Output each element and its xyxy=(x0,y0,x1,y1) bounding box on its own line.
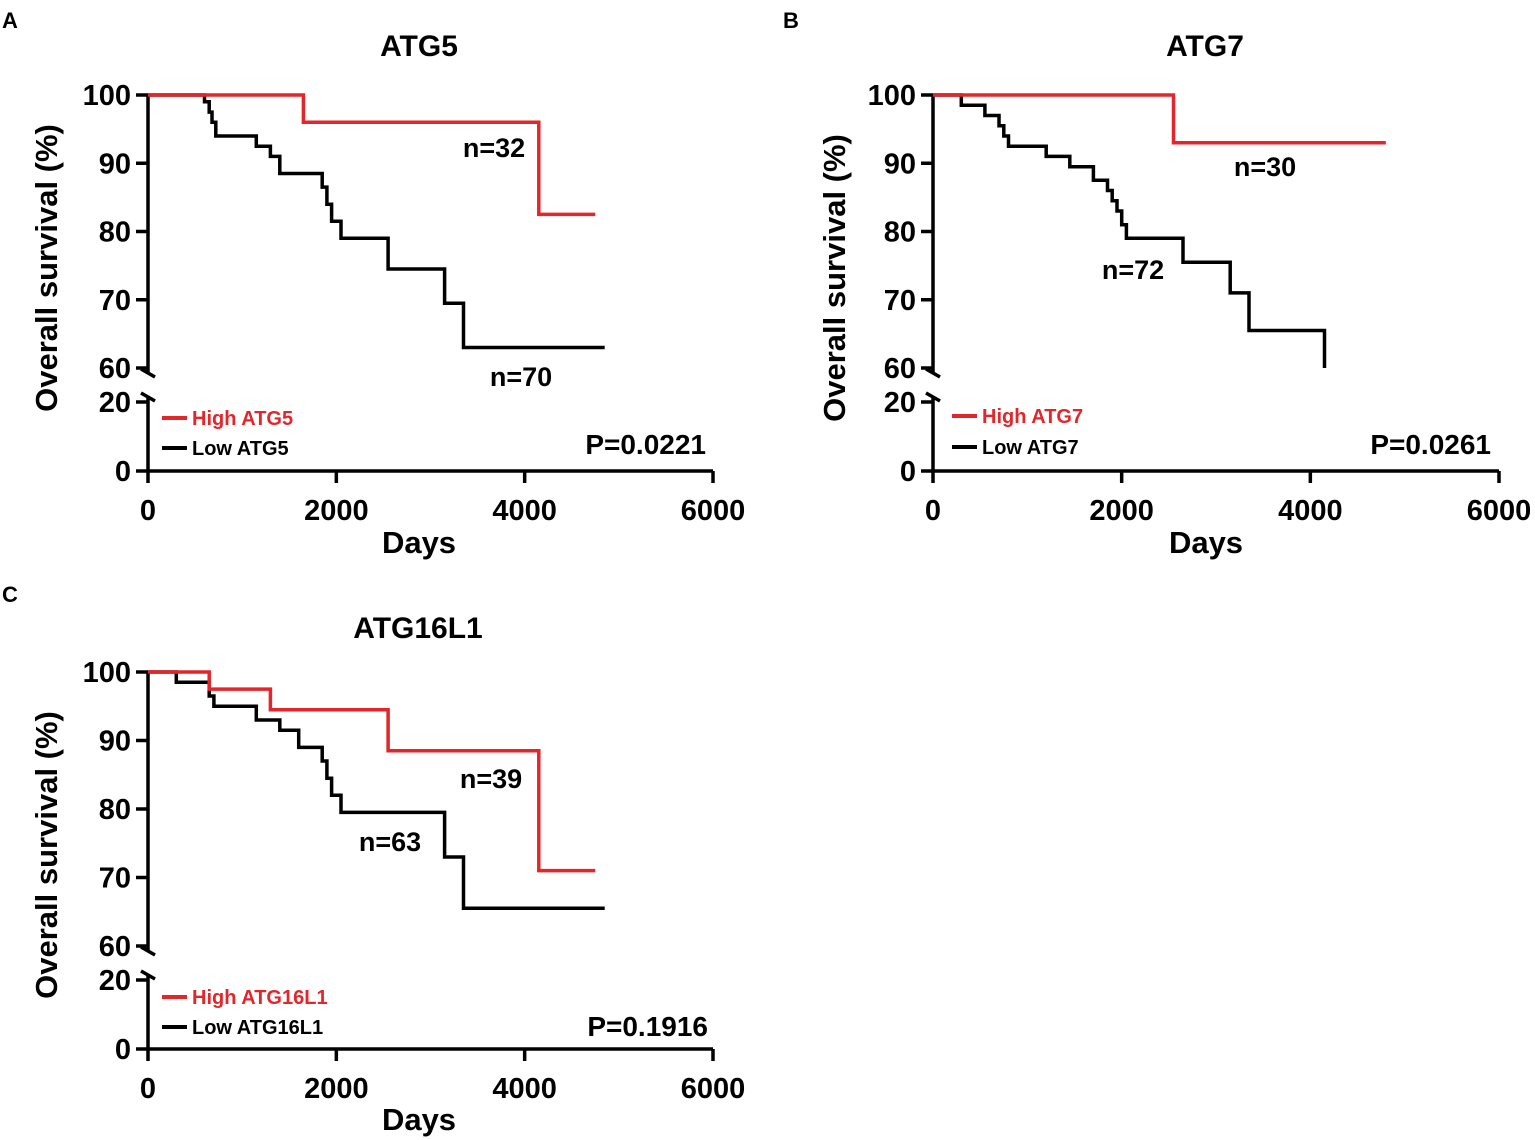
y-tick-label: 100 xyxy=(83,657,131,689)
y-tick-label: 90 xyxy=(884,148,916,180)
n-label-low: n=63 xyxy=(359,827,421,857)
x-tick-label: 2000 xyxy=(1089,495,1154,527)
survival-curve-low xyxy=(933,93,1327,368)
y-axis-break-mark xyxy=(140,945,156,957)
y-tick-label: 70 xyxy=(99,285,131,317)
y-tick-label: 90 xyxy=(99,148,131,180)
n-label-low: n=72 xyxy=(1102,255,1164,285)
panel-letter: B xyxy=(783,8,799,33)
curves xyxy=(148,670,605,911)
panel-letter: A xyxy=(2,8,18,33)
x-axis-label: Days xyxy=(1169,525,1243,560)
x-tick-label: 2000 xyxy=(304,1073,369,1105)
y-tick-label: 70 xyxy=(99,863,131,895)
y-tick-label: 100 xyxy=(868,80,916,112)
curves xyxy=(933,93,1386,368)
survival-curve-high xyxy=(933,93,1386,145)
survival-curve-low xyxy=(148,670,605,911)
curves xyxy=(148,93,605,350)
n-label-low: n=70 xyxy=(490,362,552,392)
y-axis-label: Overall survival (%) xyxy=(817,134,852,422)
legend-label-low: Low ATG16L1 xyxy=(192,1017,323,1039)
x-tick-label: 4000 xyxy=(492,495,557,527)
x-axis-label: Days xyxy=(382,1102,456,1137)
x-axis-label: Days xyxy=(382,525,456,560)
survival-curve-high xyxy=(148,670,596,873)
y-tick-label: 60 xyxy=(99,931,131,963)
y-tick-label: 60 xyxy=(99,353,131,385)
x-tick-label: 0 xyxy=(140,495,156,527)
y-tick-label: 60 xyxy=(884,353,916,385)
y-axis-break-mark xyxy=(925,367,941,379)
y-axis-break-mark xyxy=(140,367,156,379)
x-tick-label: 0 xyxy=(925,495,941,527)
n-label-high: n=39 xyxy=(460,764,522,794)
panel-c: C ATG16L1 Overall survival (%) Days P=0.… xyxy=(2,582,745,1137)
y-axis-label: Overall survival (%) xyxy=(29,124,64,412)
x-tick-label: 6000 xyxy=(1467,495,1532,527)
panel-letter: C xyxy=(2,582,18,607)
chart-title: ATG5 xyxy=(380,30,458,63)
y-tick-label: 0 xyxy=(115,1034,131,1066)
survival-curve-high xyxy=(148,93,596,217)
y-tick-label: 80 xyxy=(99,217,131,249)
y-tick-label: 0 xyxy=(900,456,916,488)
chart-title: ATG7 xyxy=(1166,30,1244,63)
x-tick-label: 2000 xyxy=(304,495,369,527)
survival-curve-low xyxy=(148,93,605,350)
x-tick-label: 6000 xyxy=(681,1073,746,1105)
x-tick-label: 4000 xyxy=(1278,495,1343,527)
y-tick-label: 100 xyxy=(83,80,131,112)
y-tick-label: 20 xyxy=(99,965,131,997)
y-tick-label: 20 xyxy=(99,387,131,419)
y-tick-label: 80 xyxy=(99,794,131,826)
n-label-high: n=32 xyxy=(463,133,525,163)
p-value: P=0.0261 xyxy=(1370,429,1491,460)
y-tick-label: 0 xyxy=(115,456,131,488)
legend-label-low: Low ATG7 xyxy=(982,437,1079,459)
legend-label-high: High ATG7 xyxy=(982,406,1083,428)
y-tick-label: 80 xyxy=(884,217,916,249)
legend-label-high: High ATG16L1 xyxy=(192,987,328,1009)
y-axis-label: Overall survival (%) xyxy=(29,711,64,999)
y-tick-label: 20 xyxy=(884,387,916,419)
panel-b: B ATG7 Overall survival (%) Days P=0.026… xyxy=(783,8,1531,560)
x-tick-label: 4000 xyxy=(492,1073,557,1105)
legend-label-high: High ATG5 xyxy=(192,408,293,430)
chart-title: ATG16L1 xyxy=(353,612,482,645)
panel-a: A ATG5 Overall survival (%) Days P=0.022… xyxy=(2,8,745,560)
x-tick-label: 6000 xyxy=(681,495,746,527)
legend-label-low: Low ATG5 xyxy=(192,438,289,460)
n-label-high: n=30 xyxy=(1234,152,1296,182)
p-value: P=0.0221 xyxy=(585,429,706,460)
y-tick-label: 90 xyxy=(99,726,131,758)
p-value: P=0.1916 xyxy=(587,1011,708,1042)
y-tick-label: 70 xyxy=(884,285,916,317)
x-tick-label: 0 xyxy=(140,1073,156,1105)
